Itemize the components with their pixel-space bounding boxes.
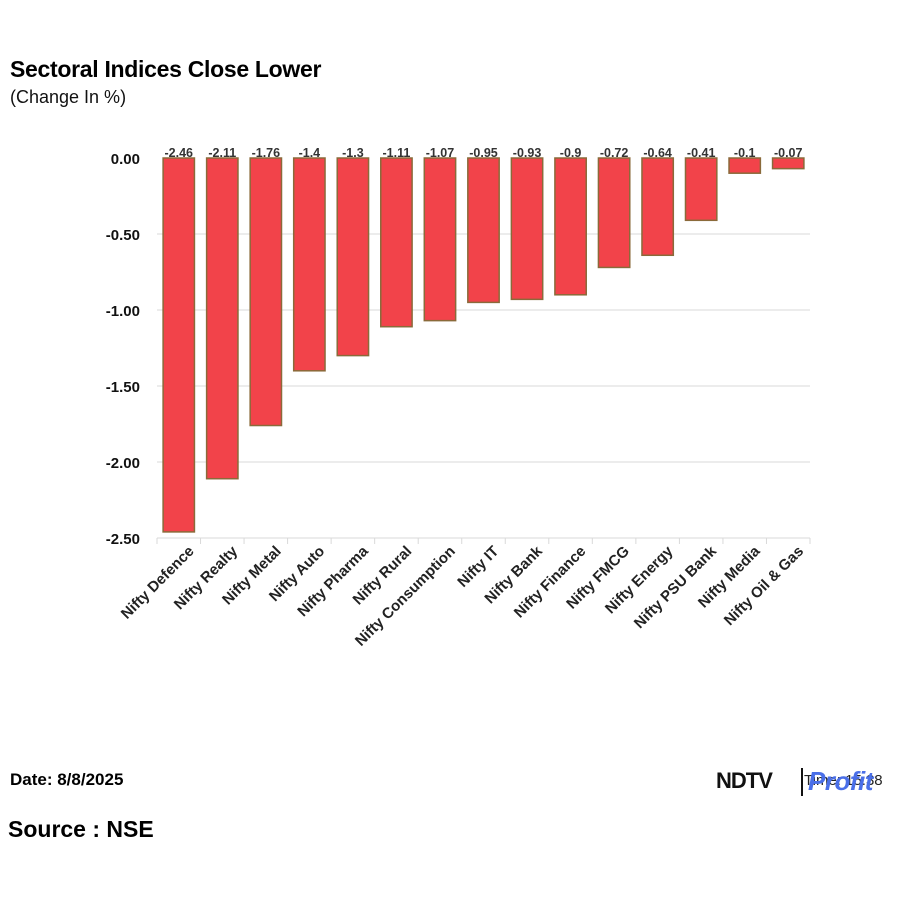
- y-tick-label: -0.50: [106, 227, 140, 244]
- bar: [292, 157, 326, 372]
- y-axis-ticks: 0.00 -0.50 -1.00 -1.50 -2.00 -2.50: [106, 151, 140, 548]
- data-label: -0.07: [774, 146, 803, 160]
- bar: [162, 157, 196, 533]
- data-label: -0.64: [643, 146, 672, 160]
- y-tick-label: -1.00: [106, 303, 140, 320]
- chart-subtitle: (Change In %): [10, 87, 127, 107]
- category-label: Nifty Oil & Gas: [721, 543, 807, 629]
- bar: [423, 157, 457, 322]
- bar: [510, 157, 544, 301]
- bars: [162, 157, 805, 533]
- logo-profit-text: Profit: [808, 766, 873, 796]
- category-label: Nifty Defence: [118, 543, 198, 623]
- bar: [380, 157, 413, 328]
- source-label: Source : NSE: [8, 816, 154, 842]
- data-label: -2.11: [208, 146, 236, 160]
- data-label: -0.41: [687, 146, 716, 160]
- bar: [554, 157, 587, 296]
- bar: [467, 157, 500, 304]
- data-label: -2.46: [165, 146, 194, 160]
- data-label: -0.72: [600, 146, 629, 160]
- bar: [684, 157, 718, 222]
- data-label: -1.07: [426, 146, 455, 160]
- data-label: -0.95: [469, 146, 498, 160]
- bar: [728, 157, 762, 174]
- y-tick-label: -1.50: [106, 379, 140, 396]
- data-label: -0.93: [513, 146, 542, 160]
- data-label: -1.11: [383, 146, 411, 160]
- bar: [249, 157, 283, 427]
- y-tick-label: -2.00: [106, 455, 140, 472]
- data-labels: -2.46 -2.11 -1.76 -1.4 -1.3 -1.11 -1.07 -0.95 -0…: [165, 146, 803, 160]
- date-label: Date: 8/8/2025: [10, 770, 124, 789]
- logo-separator: [801, 768, 803, 796]
- data-label: -1.4: [299, 146, 321, 160]
- ndtv-profit-logo: NDTV Time: 15:38 Profit: [716, 766, 894, 800]
- y-tick-label: 0.00: [111, 151, 140, 168]
- bar: [641, 157, 675, 257]
- y-tick-label: -2.50: [106, 531, 140, 548]
- chart-title: Sectoral Indices Close Lower: [10, 56, 322, 82]
- data-label: -1.3: [342, 146, 364, 160]
- bar: [205, 157, 239, 480]
- data-label: -0.1: [734, 146, 756, 160]
- bar: [771, 157, 805, 170]
- bar: [597, 157, 631, 269]
- timestamp-label: Time: 15:38: [804, 772, 883, 789]
- data-label: -1.76: [252, 146, 281, 160]
- logo-ndtv-text: NDTV: [716, 768, 773, 793]
- bar: [336, 157, 370, 357]
- bar-chart: 0.00 -0.50 -1.00 -1.50 -2.00 -2.50 -2.46 -2.11…: [106, 146, 811, 650]
- data-label: -0.9: [560, 146, 582, 160]
